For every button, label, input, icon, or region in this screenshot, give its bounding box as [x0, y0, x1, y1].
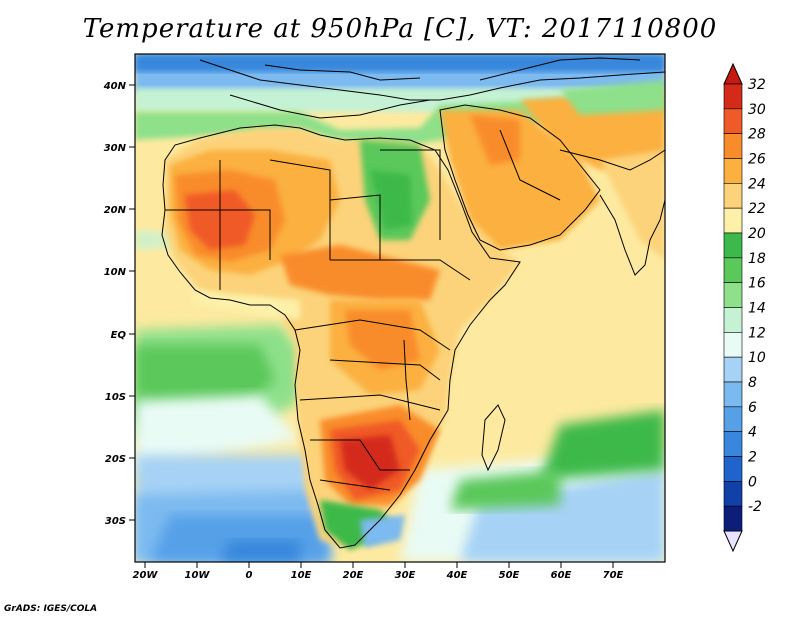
lon-tick-label: 20E: [343, 570, 364, 581]
lat-tick-label: EQ: [111, 330, 127, 341]
lat-tick-label: 10S: [105, 392, 126, 403]
lat-tick-label: 40N: [103, 81, 127, 92]
colorbar-label: 24: [748, 176, 766, 192]
colorbar-label: 30: [748, 102, 766, 118]
lat-tick-label: 30N: [104, 143, 127, 154]
colorbar-label: 22: [748, 201, 766, 217]
lon-tick-label: 70E: [603, 570, 624, 581]
lon-tick-label: 10W: [185, 570, 211, 581]
colorbar-segment: [723, 332, 743, 358]
colorbar-segment: [723, 481, 743, 507]
colorbar-max-arrow: [723, 62, 743, 85]
chart-title: Temperature at 950hPa [C], VT: 201711080…: [82, 14, 718, 44]
colorbar-label: 0: [748, 474, 757, 490]
colorbar-segment: [723, 158, 743, 184]
colorbar-segment: [723, 356, 743, 383]
lon-tick-label: 60E: [551, 570, 572, 581]
colorbar-label: 12: [748, 325, 766, 341]
colorbar-segment: [723, 505, 743, 532]
colorbar-label: 4: [748, 425, 757, 441]
coastlines: [161, 57, 665, 549]
colorbar-label: -2: [748, 499, 762, 515]
credit-label: GrADS: IGES/COLA: [4, 604, 98, 614]
colorbar-label: 20: [748, 226, 766, 242]
map-frame: [134, 53, 666, 563]
colorbar-segment: [723, 431, 743, 457]
colorbar-label: 18: [748, 251, 766, 267]
lon-tick-label: 10E: [291, 570, 312, 581]
lon-tick-label: 20W: [133, 570, 159, 581]
colorbar-label: 28: [748, 127, 766, 143]
lon-axis: 20W 10W 0 10E 20E 30E 40E 50E 60E 70E: [133, 562, 624, 581]
colorbar-label: 14: [748, 301, 766, 317]
colorbar-label: 10: [748, 350, 766, 366]
colorbar-segment: [723, 83, 743, 110]
temperature-field: [135, 54, 665, 562]
colorbar-label: 16: [748, 276, 766, 292]
colorbar-label: 26: [748, 152, 766, 168]
colorbar-segment: [723, 257, 743, 283]
colorbar-segment: [723, 133, 743, 159]
colorbar-min-arrow: [723, 530, 743, 553]
lon-tick-label: 30E: [395, 570, 416, 581]
lon-tick-label: 0: [246, 570, 253, 581]
colorbar-segment: [723, 108, 743, 134]
lat-tick-label: 20S: [105, 454, 126, 465]
colorbar-segment: [723, 307, 743, 333]
colorbar-label: 8: [748, 375, 757, 391]
colorbar-label: 6: [748, 400, 757, 416]
colorbar-segment: [723, 207, 743, 234]
lat-axis: 40N 30N 20N 10N EQ 10S 20S 30S: [103, 81, 135, 527]
lon-tick-label: 40E: [446, 570, 468, 581]
colorbar-segment: [723, 381, 743, 408]
lat-tick-label: 20N: [104, 205, 127, 216]
lat-tick-label: 30S: [105, 516, 126, 527]
colorbar-segment: [723, 282, 743, 308]
colorbar-segment: [723, 456, 743, 482]
colorbar-segment: [723, 183, 743, 209]
lon-tick-label: 50E: [499, 570, 520, 581]
colorbar-segment: [723, 406, 743, 432]
colorbar-label: 32: [748, 77, 766, 93]
lat-tick-label: 10N: [104, 267, 127, 278]
colorbar-segment: [723, 232, 743, 259]
colorbar-label: 2: [748, 450, 757, 466]
